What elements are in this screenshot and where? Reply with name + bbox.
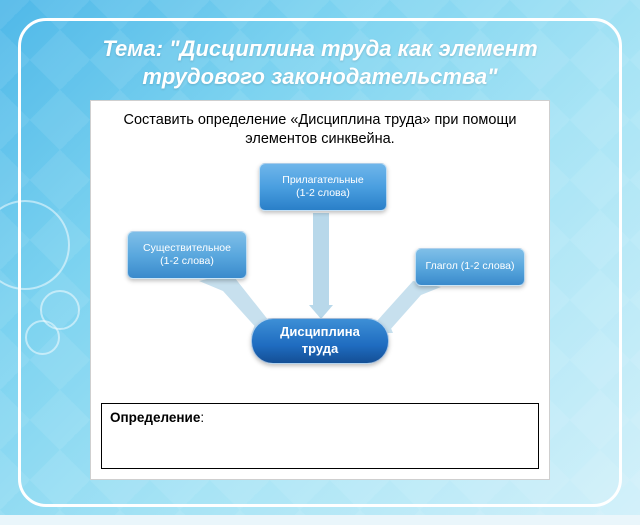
definition-colon: : — [200, 410, 204, 425]
node-line: (1-2 слова) — [160, 255, 214, 268]
node-line: Прилагательные — [282, 174, 363, 187]
content-panel: Составить определение «Дисциплина труда»… — [90, 100, 550, 480]
definition-label: Определение — [110, 410, 200, 425]
panel-heading: Составить определение «Дисциплина труда»… — [91, 101, 549, 153]
node-line: Дисциплина — [280, 324, 360, 340]
footer-strip — [0, 515, 640, 525]
slide-frame: Тема: "Дисциплина труда как элемент труд… — [18, 18, 622, 507]
node-center: Дисциплина труда — [251, 318, 389, 364]
node-line: труда — [302, 341, 339, 357]
slide-title: Тема: "Дисциплина труда как элемент труд… — [39, 35, 601, 90]
node-adjectives: Прилагательные (1-2 слова) — [259, 163, 387, 211]
node-line: (1-2 слова) — [296, 187, 350, 200]
node-verb: Глагол (1-2 слова) — [415, 248, 525, 286]
node-noun: Существительное (1-2 слова) — [127, 231, 247, 279]
node-line: Глагол (1-2 слова) — [425, 260, 514, 273]
node-line: Существительное — [143, 242, 231, 255]
arrow-top-to-center — [291, 213, 351, 321]
definition-box: Определение: — [101, 403, 539, 469]
cinquain-diagram: Прилагательные (1-2 слова) Существительн… — [91, 153, 549, 388]
